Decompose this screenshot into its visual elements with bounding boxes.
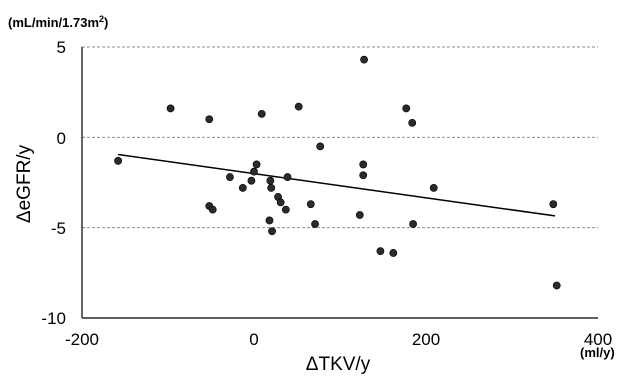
data-point [226, 173, 234, 181]
x-axis-title: ΔTKV/y [306, 354, 371, 375]
data-point [238, 184, 247, 192]
data-point [281, 205, 290, 214]
data-point [355, 211, 364, 219]
x-unit-label: (ml/y) [580, 345, 615, 360]
y-unit-superscript: 2 [99, 14, 104, 24]
data-point [247, 176, 256, 185]
data-point [402, 104, 411, 113]
y-unit-part-3: ) [104, 15, 108, 30]
data-point [265, 216, 274, 225]
data-point [552, 281, 561, 290]
svg-text:(mL/min/1.73m2): (mL/min/1.73m2) [8, 14, 108, 30]
data-point [250, 167, 258, 176]
data-point [114, 156, 123, 165]
x-tick-labels: -200 0 200 400 [65, 330, 612, 349]
y-tick-label: -5 [51, 219, 66, 238]
data-point [306, 200, 315, 209]
data-point [316, 142, 325, 151]
x-tick-label: 200 [412, 330, 440, 349]
data-point [257, 109, 266, 118]
y-tick-label: 0 [57, 129, 66, 148]
gridlines [82, 46, 598, 229]
x-tick-label: -200 [65, 330, 99, 349]
data-points [114, 55, 561, 290]
trendline [118, 153, 556, 217]
data-point [359, 171, 368, 180]
data-point [360, 55, 368, 64]
data-point [276, 198, 285, 207]
data-point [311, 220, 319, 228]
data-point [268, 227, 276, 236]
y-unit-part-1: (mL/min/1.73m [8, 15, 99, 30]
data-point [409, 220, 417, 228]
data-point [166, 104, 175, 113]
data-point [252, 160, 261, 169]
y-unit-label: (mL/min/1.73m2) [8, 14, 108, 30]
y-tick-label: -10 [41, 309, 66, 328]
data-point [359, 160, 368, 169]
data-point [267, 184, 276, 192]
x-tick-label: 0 [249, 330, 258, 349]
y-axis-title: ΔeGFR/y [14, 144, 35, 223]
data-point [408, 118, 417, 127]
data-point [205, 115, 214, 124]
y-tick-label: 5 [57, 38, 66, 57]
data-point [283, 173, 292, 181]
y-tick-labels: 5 0 -5 -10 [41, 38, 66, 328]
data-point [389, 249, 398, 257]
data-point [266, 176, 275, 185]
data-point [429, 184, 438, 192]
x-tick-label: 400 [584, 330, 612, 349]
data-point [294, 102, 303, 111]
data-point [208, 205, 217, 214]
data-point [376, 247, 385, 256]
trendline-group [118, 153, 556, 217]
data-point [549, 200, 558, 209]
